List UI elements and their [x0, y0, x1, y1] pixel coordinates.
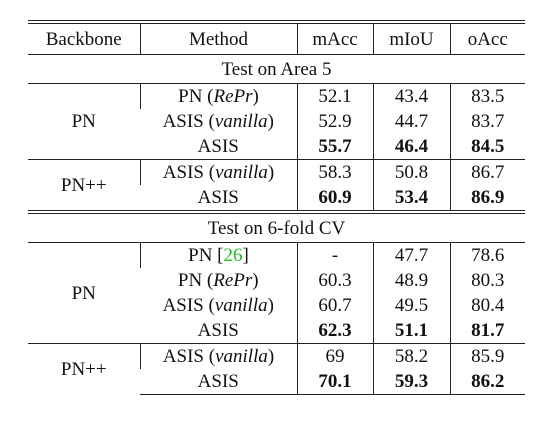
method-text: ) [267, 162, 275, 183]
table-row: ASIS 70.1 59.3 86.2 [28, 369, 525, 395]
value-cell: 86.9 [449, 185, 525, 212]
value-cell: 53.4 [372, 185, 450, 212]
section-title: Test on 6-fold CV [28, 210, 525, 243]
value-cell: 83.7 [449, 109, 525, 134]
value-cell: 83.5 [449, 83, 525, 109]
method-cell: PN (RePr) [139, 83, 297, 109]
method-text: ASIS ( [162, 295, 215, 316]
value-cell: 84.5 [449, 134, 525, 160]
method-cell: ASIS [140, 369, 297, 395]
value-cell: 51.1 [372, 318, 450, 344]
method-text: ) [267, 111, 274, 132]
table-row: PN (RePr) 60.3 48.9 80.3 [28, 268, 525, 293]
value-cell: 59.3 [372, 369, 450, 395]
value-cell: 48.9 [372, 268, 450, 293]
method-text: ASIS [197, 371, 239, 392]
method-text: vanilla [215, 346, 268, 367]
method-text: vanilla [214, 295, 268, 316]
value-cell: 60.9 [296, 185, 373, 212]
method-text: ) [267, 295, 274, 316]
method-text: ASIS [197, 320, 239, 341]
results-table: Backbone Method mAcc mIoU oAcc Test on Area … [28, 20, 525, 395]
method-cell: ASIS (vanilla) [140, 293, 297, 318]
column-header: Backbone [28, 22, 140, 55]
value-cell: 86.7 [449, 159, 525, 185]
section-row: Test on 6-fold CV [28, 210, 525, 243]
table-row: ASIS (vanilla) 52.9 44.7 83.7 [28, 109, 525, 134]
table-body: Test on Area 5 PN PN (RePr) 52.1 43.4 83.5 ASI… [28, 54, 525, 395]
value-cell: 47.7 [372, 242, 450, 268]
backbone-cell: PN [71, 282, 96, 304]
table-row: PN++ ASIS (vanilla) 58.3 50.8 86.7 [28, 159, 525, 212]
method-cell: ASIS (vanilla) [139, 159, 297, 185]
table-row: PN PN [26] -47.7 78.6 [28, 242, 525, 304]
table-header: Backbone Method mAcc mIoU oAcc [28, 22, 525, 55]
table-row: ASIS 60.9 53.4 86.9 [28, 185, 525, 212]
backbone-cell: PN++ [28, 343, 140, 395]
table-row: ASIS 62.3 51.1 81.7 [28, 318, 525, 344]
column-header: oAcc [449, 22, 525, 55]
table-row: PN PN (RePr) 52.1 43.4 83.5 [28, 83, 525, 132]
table-row: ASIS (vanilla) 60.7 49.5 80.4 [28, 293, 525, 318]
value-cell: 50.8 [372, 159, 450, 185]
value-cell: 81.7 [449, 318, 525, 344]
method-text: RePr [213, 270, 253, 291]
column-header: mIoU [372, 22, 450, 55]
method-text: PN ( [178, 86, 214, 107]
table-row: PN++ ASIS (vanilla) 69 58.2 85.9 [28, 343, 525, 395]
value-cell: 43.4 [372, 83, 450, 109]
method-text: PN ( [177, 270, 214, 291]
table-row: ASIS 55.7 46.4 84.5 [28, 134, 525, 160]
method-cell: PN (RePr) [140, 268, 297, 293]
method-text: ASIS ( [162, 111, 215, 132]
method-cell: ASIS [140, 318, 297, 344]
method-cell: ASIS [140, 185, 297, 212]
value-cell: 86.2 [449, 369, 525, 395]
method-text: ASIS ( [162, 162, 216, 183]
method-text: ASIS [197, 187, 239, 208]
value-cell: 55.7 [296, 134, 373, 160]
value-cell: 85.9 [449, 343, 525, 369]
value-cell: 44.7 [372, 109, 450, 134]
method-cell: PN [26] [139, 242, 297, 268]
backbone-cell: PN++ [28, 159, 140, 212]
method-text: 26 [223, 245, 243, 266]
method-cell: ASIS (vanilla) [139, 343, 297, 369]
value-cell: 58.3 [296, 159, 373, 185]
method-text: vanilla [215, 162, 268, 183]
column-header: mAcc [296, 22, 373, 55]
value-cell: 60.3 [296, 268, 373, 293]
value-cell: - [296, 242, 373, 268]
header-row: Backbone Method mAcc mIoU oAcc [28, 22, 525, 55]
value-cell: 78.6 [449, 242, 525, 268]
value-cell: 52.9 [296, 109, 373, 134]
method-cell: ASIS [140, 134, 297, 160]
value-cell: 46.4 [372, 134, 450, 160]
method-cell: ASIS (vanilla) [140, 109, 297, 134]
method-text: PN [ [188, 245, 224, 266]
value-cell: 69 [296, 343, 373, 369]
method-text: ) [252, 270, 259, 291]
method-text: ] [242, 245, 249, 266]
method-text: vanilla [214, 111, 268, 132]
value-cell: 70.1 [296, 369, 373, 395]
value-cell: 52.1 [296, 83, 373, 109]
value-cell: 49.5 [372, 293, 450, 318]
backbone-cell: PN [71, 111, 96, 132]
section-row: Test on Area 5 [28, 54, 525, 84]
value-cell: 80.4 [449, 293, 525, 318]
method-text: ASIS [197, 136, 239, 157]
method-text: ) [267, 346, 275, 367]
value-cell: 58.2 [372, 343, 450, 369]
value-cell: 80.3 [449, 268, 525, 293]
value-cell: 60.7 [296, 293, 373, 318]
column-header: Method [139, 22, 297, 55]
section-title: Test on Area 5 [28, 54, 525, 84]
value-cell: 62.3 [296, 318, 373, 344]
method-text: ) [252, 86, 259, 107]
method-text: RePr [213, 86, 253, 107]
method-text: ASIS ( [162, 346, 216, 367]
